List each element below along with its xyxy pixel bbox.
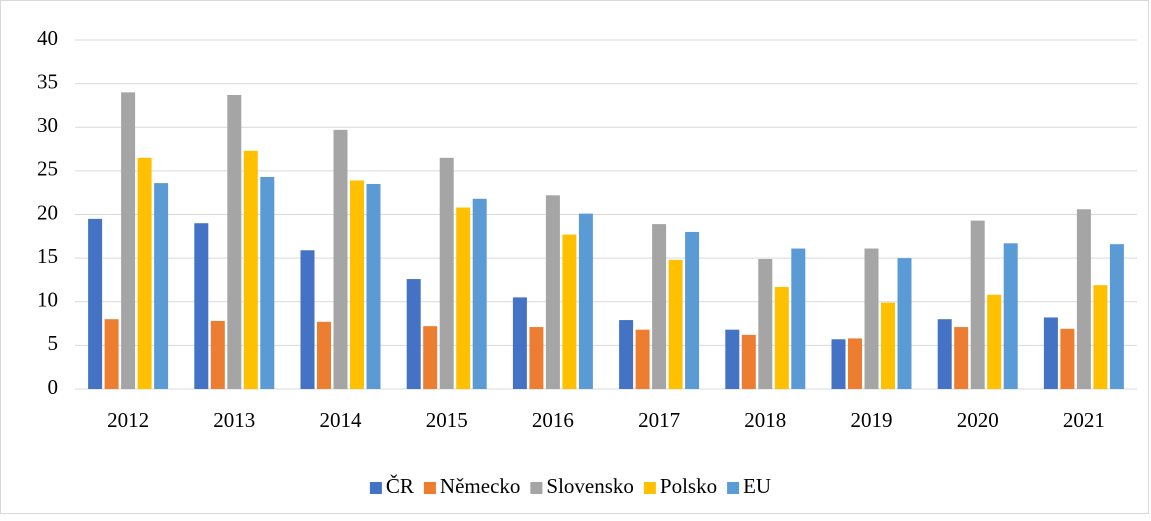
y-tick-label: 40 — [37, 26, 58, 50]
bar — [243, 150, 258, 389]
x-tick-label: 2019 — [851, 408, 893, 432]
bar — [937, 319, 952, 389]
bar — [970, 220, 985, 389]
bar — [881, 302, 895, 389]
x-tick-label: 2013 — [213, 408, 255, 432]
legend-label: ČR — [386, 474, 414, 498]
x-tick-label: 2020 — [957, 408, 999, 432]
bar — [685, 231, 700, 389]
bar — [423, 326, 438, 389]
bar — [791, 248, 806, 389]
legend-swatch — [369, 482, 382, 494]
bar — [652, 224, 667, 389]
bar — [1109, 244, 1124, 389]
x-tick-label: 2017 — [638, 408, 680, 432]
bar — [848, 338, 862, 389]
y-tick-label: 30 — [37, 113, 58, 137]
x-tick-label: 2015 — [426, 408, 468, 432]
y-tick-label: 0 — [48, 375, 59, 399]
bar — [154, 183, 169, 389]
bar — [758, 258, 773, 389]
bar — [350, 180, 364, 389]
x-tick-label: 2016 — [532, 408, 574, 432]
bar — [864, 248, 879, 389]
bar — [472, 198, 487, 389]
bar — [635, 329, 650, 389]
bar — [137, 157, 152, 389]
bar — [578, 213, 593, 389]
y-tick-label: 25 — [37, 157, 58, 181]
bar — [227, 94, 242, 389]
bar — [1076, 209, 1091, 389]
bar — [1003, 243, 1018, 389]
bar — [562, 234, 577, 389]
bar — [194, 223, 209, 389]
bar — [725, 329, 740, 389]
bar — [366, 183, 381, 389]
legend-swatch — [643, 482, 656, 494]
bar — [512, 297, 527, 389]
bar — [774, 286, 789, 389]
y-tick-label: 15 — [37, 244, 58, 268]
bar — [619, 320, 634, 389]
y-tick-label: 35 — [37, 69, 58, 93]
x-tick-label: 2014 — [320, 408, 363, 432]
bar — [1060, 328, 1075, 389]
bar — [300, 250, 315, 389]
legend-swatch — [423, 482, 436, 494]
bar — [260, 176, 275, 389]
bar — [406, 279, 421, 389]
bar — [317, 321, 331, 389]
x-tick-label: 2021 — [1063, 408, 1105, 432]
legend-label: Polsko — [660, 474, 717, 498]
x-tick-label: 2012 — [107, 408, 149, 432]
y-tick-label: 5 — [48, 331, 59, 355]
legend-label: Slovensko — [546, 474, 634, 498]
y-tick-label: 10 — [37, 288, 58, 312]
bar — [210, 320, 225, 389]
x-tick-label: 2018 — [744, 408, 786, 432]
bar — [668, 259, 683, 389]
bar — [831, 339, 846, 389]
bar — [897, 258, 912, 389]
bar — [1043, 317, 1058, 389]
bar — [333, 129, 348, 389]
bar — [104, 319, 119, 389]
legend-swatch — [727, 482, 740, 494]
bar — [987, 294, 1002, 389]
bar — [954, 327, 969, 389]
bar — [741, 334, 756, 389]
bar — [456, 207, 471, 389]
bar — [529, 327, 544, 389]
legend-label: Německo — [440, 474, 520, 498]
bar — [545, 195, 560, 389]
bar — [121, 92, 136, 389]
legend-label: EU — [743, 474, 771, 498]
bar — [1093, 285, 1108, 389]
bar — [88, 218, 103, 389]
legend-swatch — [530, 482, 543, 494]
bar — [439, 157, 454, 389]
y-tick-label: 20 — [37, 200, 58, 224]
